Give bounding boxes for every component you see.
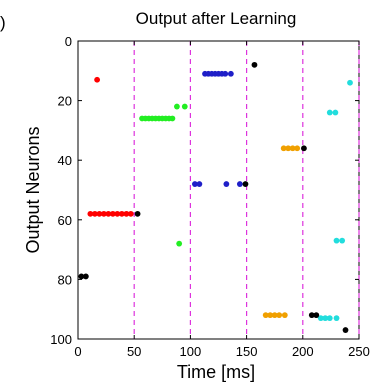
spike-point-s0-0 (94, 76, 101, 83)
spike-point-s3-6 (271, 312, 278, 319)
spike-point-s5-0 (78, 273, 85, 280)
spike-point-s0-10 (127, 210, 134, 217)
spike-point-s2-7 (227, 70, 234, 77)
spike-point-s0-1 (87, 210, 94, 217)
spike-points (78, 61, 353, 333)
spike-point-s4-0 (347, 79, 353, 86)
spike-point-s0-2 (91, 210, 98, 217)
spike-point-s0-5 (105, 210, 112, 217)
x-tick-label-2: 100 (180, 344, 202, 359)
spike-point-s3-4 (262, 312, 269, 319)
spike-point-s0-9 (123, 210, 130, 217)
spike-point-s4-4 (339, 237, 346, 244)
chart-title: Output after Learning (136, 9, 297, 28)
spike-point-s4-5 (317, 315, 324, 322)
spike-point-s3-1 (285, 145, 292, 152)
spike-point-s4-7 (326, 315, 333, 322)
x-tick-label-0: 0 (74, 344, 81, 359)
spike-point-s3-3 (294, 145, 301, 152)
spike-point-s4-6 (322, 315, 329, 322)
spike-point-s1-10 (174, 103, 180, 110)
x-tick-label-3: 150 (236, 344, 258, 359)
x-tick-label-5: 250 (348, 344, 370, 359)
spike-point-s0-8 (118, 210, 125, 217)
y-tick-label-3: 60 (58, 213, 72, 228)
spike-point-s2-10 (223, 181, 230, 187)
y-axis-label: Output Neurons (23, 126, 43, 253)
spike-point-s2-8 (191, 181, 198, 187)
spike-point-s2-11 (236, 181, 243, 187)
spike-point-s4-2 (332, 109, 339, 116)
spike-point-s3-7 (276, 312, 283, 319)
spike-point-s3-0 (280, 145, 287, 152)
spike-point-s2-9 (196, 181, 203, 187)
spike-point-s4-1 (326, 109, 333, 116)
x-tick-label-4: 200 (292, 344, 314, 359)
spike-point-s3-8 (281, 312, 288, 319)
spike-point-s0-4 (100, 210, 107, 217)
plot-area (77, 40, 360, 340)
spike-point-s5-4 (251, 61, 258, 68)
spike-point-s4-3 (333, 237, 340, 244)
y-tick-label-5: 100 (50, 332, 72, 347)
spike-point-s0-3 (96, 210, 103, 217)
spike-point-s0-6 (109, 210, 116, 217)
spike-point-s3-5 (267, 312, 274, 319)
y-tick-label-4: 80 (58, 272, 72, 287)
spike-point-s5-2 (134, 210, 141, 217)
spike-point-s5-7 (313, 312, 320, 319)
spike-point-s0-7 (114, 210, 121, 217)
spike-point-s5-6 (308, 312, 315, 319)
axis-ticks: 0 50 100 150 200 250 0 20 40 60 80 100 (50, 34, 370, 359)
y-tick-label-2: 40 (58, 153, 72, 168)
spike-point-s5-3 (242, 181, 249, 187)
spike-point-s5-1 (82, 273, 89, 280)
y-tick-label-0: 0 (65, 34, 72, 49)
spike-point-s3-2 (289, 145, 296, 152)
x-tick-label-1: 50 (127, 344, 141, 359)
x-axis-label: Time [ms] (177, 362, 255, 382)
spike-point-s5-5 (301, 145, 307, 152)
spike-point-s1-11 (181, 103, 188, 110)
panel-label: ) (0, 13, 6, 32)
spike-point-s2-6 (222, 70, 229, 77)
spike-point-s1-9 (169, 115, 176, 122)
interval-divider-lines (133, 41, 360, 339)
spike-point-s5-8 (342, 327, 349, 333)
y-tick-label-1: 20 (58, 94, 72, 109)
spike-point-s4-8 (333, 315, 340, 322)
spike-point-s1-12 (176, 240, 183, 247)
